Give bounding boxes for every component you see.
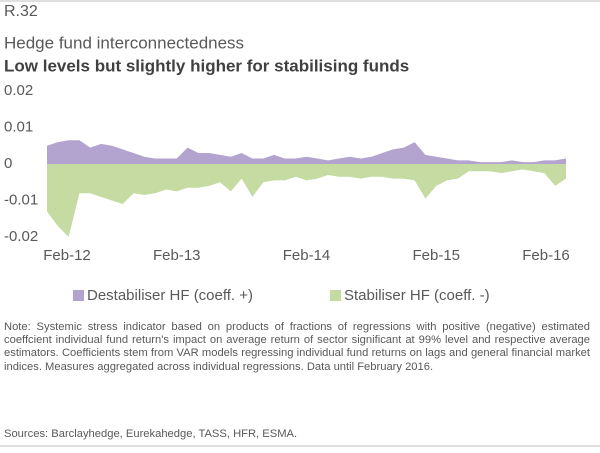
- chart-title: Hedge fund interconnectedness: [4, 33, 244, 52]
- chart-label: R.32: [4, 3, 38, 20]
- x-tick-label: Feb-15: [412, 247, 460, 264]
- sources: Sources: Barclayhedge, Eurekahedge, TASS…: [4, 428, 298, 440]
- note: Note: Systemic stress indicator based on…: [4, 321, 590, 373]
- legend-swatch: [73, 290, 84, 301]
- area: [47, 140, 566, 164]
- x-tick-label: Feb-14: [283, 247, 331, 264]
- y-tick-label: 0.02: [4, 82, 33, 99]
- y-tick-label: 0.01: [4, 118, 33, 135]
- y-tick-label: -0.01: [4, 191, 38, 208]
- x-tick-label: Feb-16: [522, 247, 570, 264]
- x-tick-label: Feb-12: [43, 247, 91, 264]
- x-tick-label: Feb-13: [153, 247, 201, 264]
- y-tick-label: 0: [4, 155, 12, 172]
- legend-label: Destabiliser HF (coeff. +): [87, 287, 253, 304]
- legend-label: Stabiliser HF (coeff. -): [344, 287, 490, 304]
- y-tick-label: -0.02: [4, 228, 38, 245]
- area: [47, 164, 566, 237]
- chart-subtitle: Low levels but slightly higher for stabi…: [4, 56, 409, 75]
- legend-swatch: [330, 290, 341, 301]
